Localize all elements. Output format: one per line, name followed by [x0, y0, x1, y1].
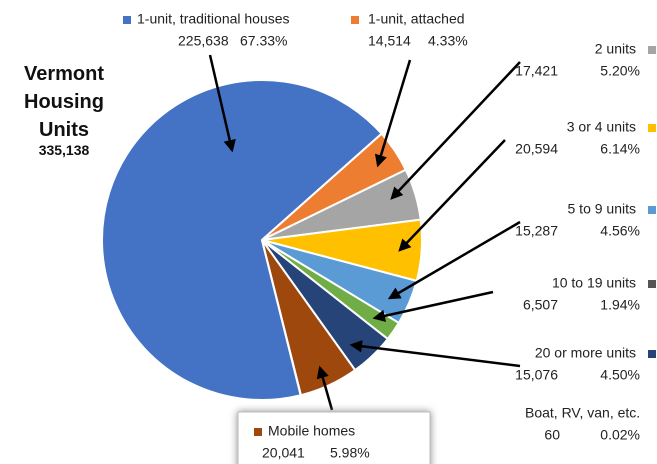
legend-marker: [648, 206, 656, 214]
leader-arrow: [208, 54, 236, 153]
category-label: 20 or more units: [535, 345, 636, 361]
category-label: 1-unit, attached: [368, 11, 465, 27]
percent-label: 4.50%: [600, 367, 640, 383]
leader-arrow: [387, 220, 521, 300]
percent-label: 67.33%: [240, 33, 287, 49]
category-label: 1-unit, traditional houses: [137, 11, 290, 27]
legend-marker: [648, 280, 656, 288]
percent-label: 5.20%: [600, 63, 640, 79]
leader-arrow: [372, 290, 494, 322]
category-label: 2 units: [595, 41, 636, 57]
category-label: 3 or 4 units: [567, 119, 636, 135]
legend-marker: [254, 428, 262, 436]
percent-label: 1.94%: [600, 297, 640, 313]
value-label: 15,287: [515, 223, 558, 239]
percent-label: 0.02%: [600, 427, 640, 443]
legend-marker: [648, 350, 656, 358]
value-label: 60: [544, 427, 560, 443]
legend-marker: [648, 46, 656, 54]
callout-box: [237, 411, 431, 464]
category-label: Mobile homes: [268, 423, 355, 439]
category-label: 10 to 19 units: [552, 275, 636, 291]
value-label: 225,638: [178, 33, 229, 49]
percent-label: 4.33%: [428, 33, 468, 49]
leader-arrow: [374, 59, 412, 168]
leader-arrow: [349, 340, 521, 368]
legend-marker: [123, 16, 131, 24]
category-label: Boat, RV, van, etc.: [525, 405, 640, 421]
value-label: 14,514: [368, 33, 411, 49]
percent-label: 5.98%: [330, 445, 370, 461]
percent-label: 6.14%: [600, 141, 640, 157]
value-label: 17,421: [515, 63, 558, 79]
value-label: 15,076: [515, 367, 558, 383]
value-label: 20,594: [515, 141, 558, 157]
leader-arrow: [398, 139, 506, 252]
value-label: 20,041: [262, 445, 305, 461]
pie-slice: [261, 239, 303, 397]
legend-marker: [351, 16, 359, 24]
pie-slice: [101, 79, 384, 401]
value-label: 6,507: [523, 297, 558, 313]
chart-subtitle: 335,138: [38, 142, 90, 158]
chart-title: Vermont Housing Units: [23, 63, 105, 141]
legend-marker: [648, 124, 656, 132]
category-label: 5 to 9 units: [568, 201, 637, 217]
leader-arrow: [390, 61, 521, 200]
percent-label: 4.56%: [600, 223, 640, 239]
leader-arrow: [316, 365, 334, 411]
